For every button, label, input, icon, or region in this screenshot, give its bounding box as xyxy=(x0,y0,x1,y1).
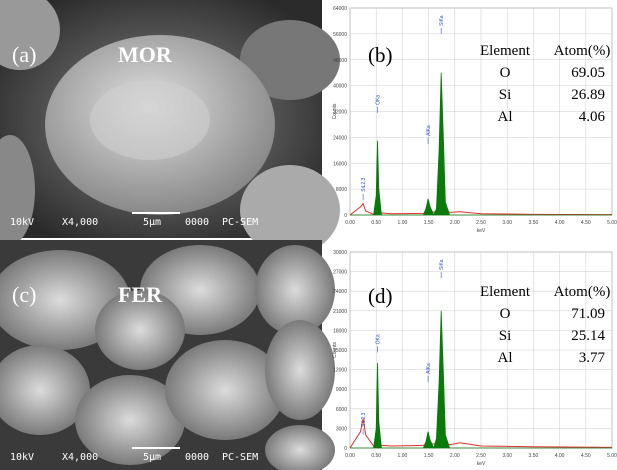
table-header: Element xyxy=(480,43,531,59)
sem-footer: 5μm xyxy=(143,452,161,463)
atom-percent: 25.14 xyxy=(571,328,605,344)
scale-bar xyxy=(132,212,180,214)
x-tick-label: 4.00 xyxy=(555,453,565,459)
element-name: Al xyxy=(498,109,513,125)
sem-footer: X4,000 xyxy=(62,217,98,228)
sem-footer: X4,000 xyxy=(62,452,98,463)
x-tick-label: 0.50 xyxy=(371,453,381,459)
sem-footer: PC-SEM xyxy=(222,217,258,228)
x-axis-label: keV xyxy=(477,228,486,234)
table-header: Atom(%) xyxy=(554,43,611,59)
peak-label: OKa xyxy=(376,334,382,344)
table-header: Atom(%) xyxy=(554,284,611,300)
sem-footer: 5μm xyxy=(143,217,161,228)
sem-footer: 0000 xyxy=(185,217,209,228)
x-tick-label: 2.00 xyxy=(450,453,460,459)
y-tick-label: 24000 xyxy=(333,135,347,141)
y-tick-label: 56000 xyxy=(333,32,347,38)
x-tick-label: 3.50 xyxy=(529,453,539,459)
scale-bar xyxy=(132,447,180,449)
x-tick-label: 3.00 xyxy=(502,453,512,459)
y-tick-label: 0 xyxy=(344,213,347,219)
y-tick-label: 48000 xyxy=(333,58,347,64)
x-tick-label: 0.00 xyxy=(345,220,355,226)
y-tick-label: 3000 xyxy=(336,426,347,432)
y-tick-label: 21000 xyxy=(333,309,347,315)
y-tick-label: 16000 xyxy=(333,161,347,167)
y-tick-label: 27000 xyxy=(333,270,347,276)
y-tick-label: 12000 xyxy=(333,368,347,374)
element-name: O xyxy=(500,306,511,322)
sem-footer: 0000 xyxy=(185,452,209,463)
x-tick-label: 2.50 xyxy=(476,453,486,459)
x-tick-label: 0.00 xyxy=(345,453,355,459)
sample-name: MOR xyxy=(118,42,173,67)
panel-label: (a) xyxy=(12,42,36,67)
sem-image-c xyxy=(0,240,335,470)
sem-footer: 10kV xyxy=(10,452,34,463)
x-tick-label: 0.50 xyxy=(371,220,381,226)
peak-label: OKa xyxy=(376,95,382,105)
y-tick-label: 18000 xyxy=(333,328,347,334)
atom-percent: 4.06 xyxy=(579,109,606,125)
y-tick-label: 64000 xyxy=(333,6,347,12)
atom-percent: 71.09 xyxy=(571,306,605,322)
peak-label: AlKa xyxy=(426,363,432,374)
x-tick-label: 4.50 xyxy=(581,220,591,226)
x-tick-label: 1.00 xyxy=(398,220,408,226)
sample-name: FER xyxy=(118,282,163,307)
peak-label: AlKa xyxy=(426,125,432,136)
x-tick-label: 5.00 xyxy=(607,220,617,226)
x-tick-label: 4.00 xyxy=(555,220,565,226)
x-tick-label: 5.00 xyxy=(607,453,617,459)
panel-label: (d) xyxy=(368,284,393,308)
sem-image-a xyxy=(0,0,340,255)
y-axis-label: Counts xyxy=(332,103,338,119)
x-tick-label: 2.00 xyxy=(450,220,460,226)
y-axis-label: Counts xyxy=(332,342,338,358)
atom-percent: 69.05 xyxy=(571,65,605,81)
element-name: Al xyxy=(498,350,513,366)
x-tick-label: 1.00 xyxy=(398,453,408,459)
y-tick-label: 6000 xyxy=(336,407,347,413)
x-tick-label: 1.50 xyxy=(424,220,434,226)
y-tick-label: 8000 xyxy=(336,187,347,193)
atom-percent: 26.89 xyxy=(571,87,605,103)
atom-percent: 3.77 xyxy=(579,350,606,366)
peak-label: SiKa xyxy=(439,15,445,26)
element-name: Si xyxy=(499,87,512,103)
y-tick-label: 30000 xyxy=(333,250,347,256)
x-tick-label: 3.00 xyxy=(502,220,512,226)
sem-footer: 10kV xyxy=(10,217,34,228)
peak-label: SiL2,3 xyxy=(361,412,367,426)
y-tick-label: 24000 xyxy=(333,289,347,295)
y-tick-label: 9000 xyxy=(336,387,347,393)
table-header: Element xyxy=(480,284,531,300)
x-tick-label: 3.50 xyxy=(529,220,539,226)
panel-label: (c) xyxy=(12,282,36,307)
element-name: O xyxy=(500,65,511,81)
x-tick-label: 2.50 xyxy=(476,220,486,226)
element-name: Si xyxy=(499,328,512,344)
y-tick-label: 0 xyxy=(344,446,347,452)
peak-label: SiL2,3 xyxy=(361,177,367,191)
x-tick-label: 1.50 xyxy=(424,453,434,459)
figure: (a) MOR 10kV X4,000 5μm 0000 PC-SEM (c) … xyxy=(0,0,617,470)
peak-label: SiKa xyxy=(439,259,445,270)
x-tick-label: 4.50 xyxy=(581,453,591,459)
sem-footer: PC-SEM xyxy=(222,452,258,463)
x-axis-label: keV xyxy=(477,461,486,467)
panel-label: (b) xyxy=(368,43,393,67)
y-tick-label: 40000 xyxy=(333,84,347,90)
